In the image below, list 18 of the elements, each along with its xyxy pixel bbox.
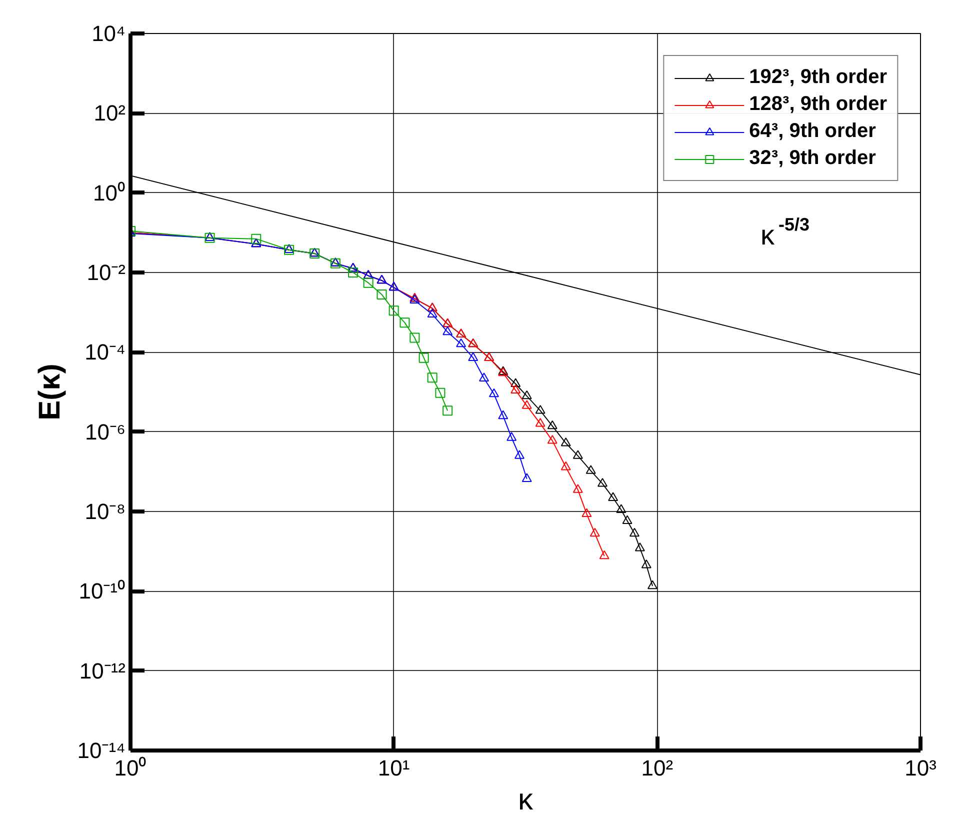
x-tick-label: 10² — [641, 756, 674, 780]
x-axis-title: κ — [518, 784, 534, 816]
x-tick-label: 10³ — [904, 756, 936, 780]
y-tick-label: 10⁻⁸ — [84, 499, 126, 524]
legend-label: 64³, 9th order — [749, 120, 876, 143]
x-tick-label: 10¹ — [378, 756, 410, 780]
legend-label: 32³, 9th order — [749, 147, 876, 170]
legend-label: 192³, 9th order — [749, 66, 887, 89]
y-tick-label: 10⁻⁴ — [84, 340, 126, 365]
y-tick-label: 10⁻⁶ — [84, 419, 126, 444]
y-tick-label: 10² — [94, 100, 126, 126]
y-tick-label: 10⁰ — [93, 180, 126, 206]
y-tick-label: 10⁻¹² — [79, 658, 126, 684]
y-axis-title: E(κ) — [33, 364, 66, 420]
y-tick-label: 10⁻¹⁰ — [78, 578, 126, 604]
legend-label: 128³, 9th order — [749, 93, 887, 116]
y-tick-label: 10⁻² — [86, 260, 126, 285]
y-tick-label: 10⁴ — [92, 21, 126, 46]
